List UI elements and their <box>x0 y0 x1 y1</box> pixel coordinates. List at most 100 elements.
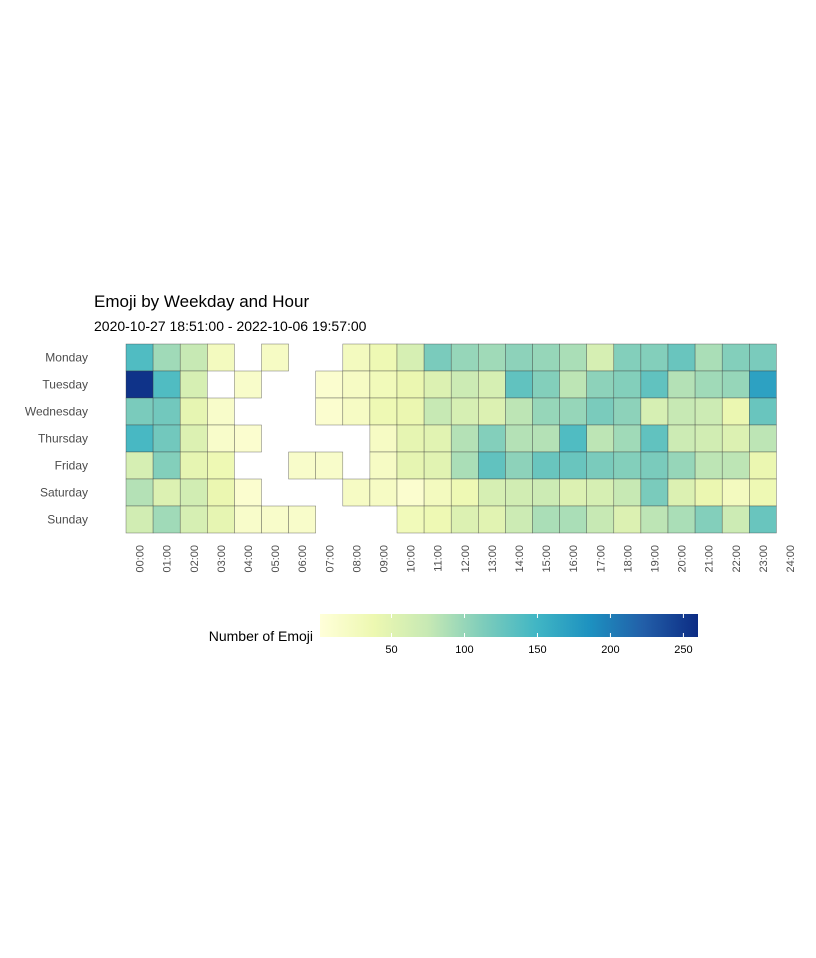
chart-title: Emoji by Weekday and Hour <box>94 292 309 311</box>
heatmap-cell <box>613 451 642 480</box>
x-tick-label: 03:00 <box>216 545 228 573</box>
heatmap-cell <box>396 451 425 480</box>
heatmap-cell <box>179 343 208 372</box>
heatmap-cell <box>640 370 669 399</box>
heatmap-cell <box>342 343 371 372</box>
heatmap-cell <box>721 505 750 534</box>
heatmap-cell <box>179 451 208 480</box>
heatmap-cell <box>478 343 506 372</box>
x-tick-label: 20:00 <box>677 545 689 573</box>
heatmap-cell <box>478 451 506 480</box>
heatmap-cell <box>423 343 452 372</box>
x-tick-label: 24:00 <box>785 545 797 573</box>
heatmap-cell <box>667 451 696 480</box>
heatmap-cell <box>532 505 560 534</box>
x-tick-label: 05:00 <box>270 545 282 573</box>
heatmap-cell <box>450 424 479 453</box>
heatmap-cell <box>586 424 615 453</box>
heatmap-cell <box>234 370 262 399</box>
chart-subtitle: 2020-10-27 18:51:00 - 2022-10-06 19:57:0… <box>94 318 367 334</box>
heatmap-cell <box>423 397 452 426</box>
heatmap-cell <box>559 424 587 453</box>
x-tick-label: 01:00 <box>162 545 174 573</box>
heatmap-cell <box>613 397 642 426</box>
heatmap-cell <box>125 505 154 534</box>
heatmap-cell <box>559 397 587 426</box>
heatmap-cell <box>234 424 262 453</box>
heatmap-cell <box>342 397 371 426</box>
heatmap-cell <box>369 397 398 426</box>
x-tick-label: 04:00 <box>243 545 255 573</box>
heatmap-cell <box>315 451 344 480</box>
heatmap-cell <box>749 424 777 453</box>
heatmap-cell <box>152 505 181 534</box>
heatmap-cell <box>396 397 425 426</box>
heatmap-cell <box>207 397 235 426</box>
heatmap-cell <box>179 397 208 426</box>
heatmap-cell <box>396 505 425 534</box>
heatmap-cell <box>396 343 425 372</box>
heatmap-cell <box>721 478 750 507</box>
heatmap-cell <box>423 505 452 534</box>
heatmap-cell <box>423 424 452 453</box>
heatmap-cell <box>749 397 777 426</box>
x-tick-label: 07:00 <box>324 545 336 573</box>
colorbar-tick-label: 150 <box>528 644 546 656</box>
heatmap-cell <box>369 424 398 453</box>
heatmap-cell <box>423 451 452 480</box>
heatmap-cell <box>586 505 615 534</box>
heatmap-cell <box>396 478 425 507</box>
heatmap-cell <box>559 343 587 372</box>
heatmap-cell <box>667 370 696 399</box>
x-tick-label: 12:00 <box>460 545 472 573</box>
heatmap-cell <box>749 370 777 399</box>
heatmap-cell <box>532 397 560 426</box>
heatmap-cell <box>125 424 154 453</box>
heatmap-cell <box>505 370 533 399</box>
y-tick-label: Wednesday <box>25 405 88 419</box>
heatmap-cell <box>450 370 479 399</box>
heatmap-cell <box>721 451 750 480</box>
heatmap-cell <box>125 451 154 480</box>
heatmap-cell <box>423 478 452 507</box>
heatmap-cell <box>423 370 452 399</box>
x-tick-label: 09:00 <box>378 545 390 573</box>
heatmap-cell <box>288 505 316 534</box>
x-tick-label: 16:00 <box>568 545 580 573</box>
heatmap-cell <box>450 505 479 534</box>
heatmap-cell <box>207 424 235 453</box>
x-tick-label: 14:00 <box>514 545 526 573</box>
heatmap-cell <box>505 343 533 372</box>
heatmap-cell <box>749 505 777 534</box>
heatmap-cell <box>125 397 154 426</box>
heatmap-cell <box>640 424 669 453</box>
heatmap-cell <box>505 424 533 453</box>
heatmap-cell <box>342 370 371 399</box>
y-tick-label: Tuesday <box>42 378 88 392</box>
heatmap-cell <box>586 370 615 399</box>
x-tick-label: 02:00 <box>189 545 201 573</box>
x-axis-labels: 00:00 01:00 02:00 03:00 04:00 05:00 06:00 07:00… <box>135 545 797 573</box>
heatmap-cell <box>667 397 696 426</box>
heatmap-cell <box>640 478 669 507</box>
heatmap-cell <box>640 343 669 372</box>
heatmap-cell <box>396 424 425 453</box>
heatmap-cell <box>478 505 506 534</box>
heatmap-cell <box>207 451 235 480</box>
y-tick-label: Monday <box>45 351 88 365</box>
heatmap-cell <box>667 478 696 507</box>
heatmap-cell <box>207 343 235 372</box>
heatmap-cell <box>450 451 479 480</box>
heatmap-cell <box>152 478 181 507</box>
heatmap-cell <box>179 505 208 534</box>
heatmap-cell <box>532 424 560 453</box>
x-tick-label: 08:00 <box>351 545 363 573</box>
heatmap-cell <box>152 397 181 426</box>
heatmap-cell <box>505 478 533 507</box>
x-tick-label: 21:00 <box>704 545 716 573</box>
heatmap-cell <box>505 505 533 534</box>
heatmap-cell <box>369 451 398 480</box>
heatmap-cell <box>125 370 154 399</box>
colorbar-title: Number of Emoji <box>209 628 313 644</box>
heatmap-cell <box>721 370 750 399</box>
